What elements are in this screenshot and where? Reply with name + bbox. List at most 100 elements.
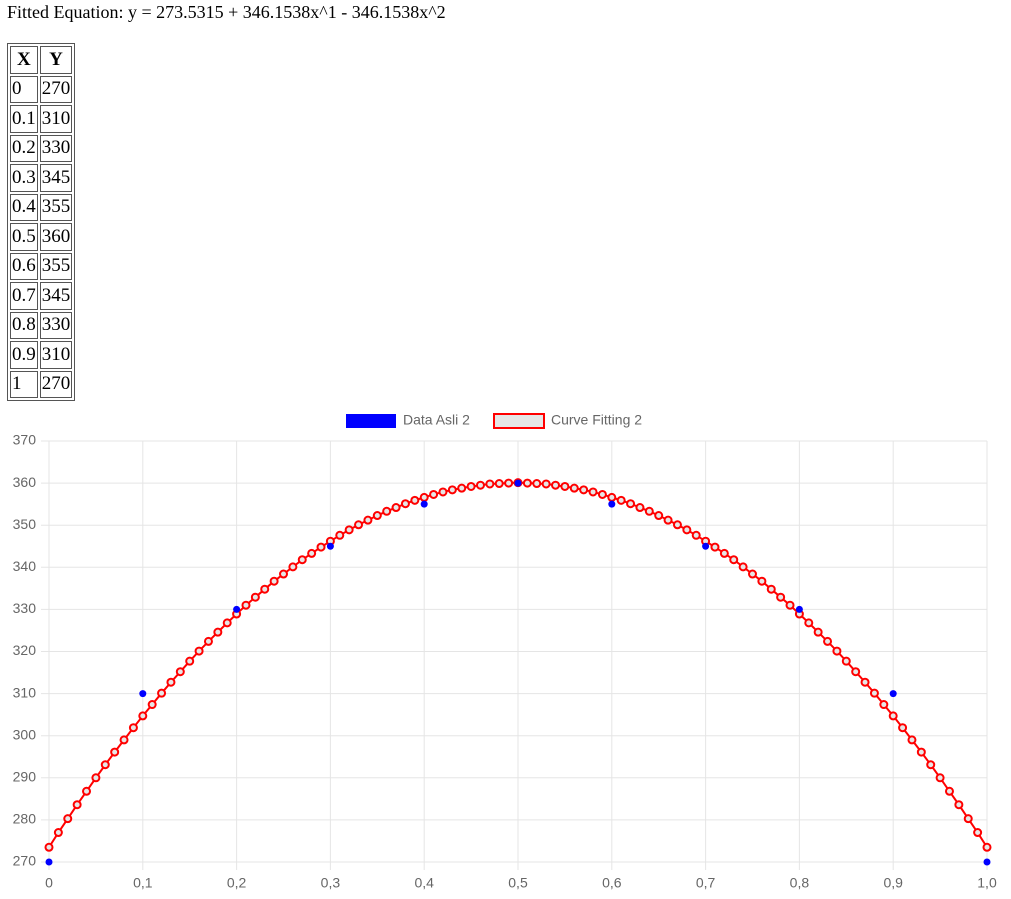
y-tick-label: 270 bbox=[13, 853, 37, 869]
table-cell: 345 bbox=[39, 282, 73, 310]
curve-point bbox=[335, 530, 345, 540]
curve-point bbox=[157, 688, 167, 698]
table-header: Y bbox=[39, 46, 73, 74]
curve-point bbox=[194, 646, 204, 656]
curve-point bbox=[832, 646, 842, 656]
curve-point bbox=[63, 814, 73, 824]
curve-point bbox=[898, 723, 908, 733]
curve-point bbox=[907, 735, 917, 745]
curve-point bbox=[354, 520, 364, 530]
table-cell: 0.4 bbox=[10, 193, 38, 221]
curve-point bbox=[91, 773, 101, 783]
curve-point bbox=[888, 711, 898, 721]
curve-point bbox=[644, 506, 654, 516]
curve-point bbox=[288, 562, 298, 572]
legend-label: Curve Fitting 2 bbox=[551, 412, 642, 428]
curve-point bbox=[597, 489, 607, 499]
curve-point bbox=[316, 542, 326, 552]
table-row: 0.4 355 bbox=[10, 193, 73, 221]
y-tick-label: 360 bbox=[13, 474, 37, 490]
x-tick-label: 0,8 bbox=[790, 875, 810, 891]
table-cell: 360 bbox=[39, 223, 73, 251]
curve-point bbox=[766, 584, 776, 594]
x-tick-label: 0,9 bbox=[883, 875, 903, 891]
table-row: 0.1 310 bbox=[10, 105, 73, 133]
curve-point bbox=[635, 503, 645, 513]
legend-swatch bbox=[346, 414, 396, 428]
y-tick-label: 350 bbox=[13, 516, 37, 532]
curve-point bbox=[429, 489, 439, 499]
x-tick-label: 0,6 bbox=[602, 875, 622, 891]
curve-point bbox=[719, 548, 729, 558]
curve-point bbox=[869, 688, 879, 698]
curve-point bbox=[916, 747, 926, 757]
curve-point bbox=[944, 786, 954, 796]
curve-point bbox=[185, 656, 195, 666]
y-tick-label: 330 bbox=[13, 600, 37, 616]
data-point bbox=[45, 858, 53, 866]
table-cell: 345 bbox=[39, 164, 73, 192]
table-cell: 0.2 bbox=[10, 134, 38, 162]
equation-title: Fitted Equation: y = 273.5315 + 346.1538… bbox=[7, 2, 446, 22]
curve-point bbox=[128, 723, 138, 733]
curve-point bbox=[560, 481, 570, 491]
data-point bbox=[795, 605, 803, 613]
y-tick-label: 280 bbox=[13, 811, 37, 827]
curve-point bbox=[663, 515, 673, 525]
chart: 270 280 290 300 310 320 330 340 350 360 370 0 0,1 0,2… bbox=[13, 412, 997, 891]
table-cell: 355 bbox=[39, 252, 73, 280]
curve-point bbox=[100, 760, 110, 770]
curve-point bbox=[973, 828, 983, 838]
table-row: 0.5 360 bbox=[10, 223, 73, 251]
curve-point bbox=[72, 800, 82, 810]
y-tick-label: 300 bbox=[13, 726, 37, 742]
curve-point bbox=[494, 479, 504, 489]
curve-point bbox=[504, 478, 514, 488]
curve-point bbox=[823, 636, 833, 646]
table-cell: 0 bbox=[10, 75, 38, 103]
curve-point bbox=[213, 627, 223, 637]
curve-point bbox=[372, 511, 382, 521]
curve-point bbox=[260, 584, 270, 594]
curve-point bbox=[269, 576, 279, 586]
x-tick-label: 0,2 bbox=[227, 875, 247, 891]
table-cell: 0.8 bbox=[10, 311, 38, 339]
curve-point bbox=[475, 480, 485, 490]
curve-point bbox=[250, 592, 260, 602]
data-point bbox=[139, 690, 147, 698]
curve-point bbox=[147, 700, 157, 710]
curve-point bbox=[626, 499, 636, 509]
curve-point bbox=[813, 627, 823, 637]
curve-point bbox=[279, 569, 288, 579]
data-point bbox=[702, 542, 710, 550]
table-row: 0.3 345 bbox=[10, 164, 73, 192]
curve-point bbox=[757, 576, 767, 586]
table-row: 0 270 bbox=[10, 75, 73, 103]
data-point bbox=[608, 500, 616, 508]
data-table: X Y 0 270 0.1 310 0.2 330 0.3 345 0.4 355 0.5 360 0.… bbox=[7, 43, 76, 401]
curve-point bbox=[447, 485, 457, 495]
curve-point bbox=[457, 483, 467, 493]
table-body: 0 270 0.1 310 0.2 330 0.3 345 0.4 355 0.5 360 0.6 355… bbox=[10, 75, 73, 398]
curve-point bbox=[222, 618, 232, 628]
table-cell: 310 bbox=[39, 341, 73, 369]
curve-point bbox=[419, 492, 429, 502]
y-tick-label: 310 bbox=[13, 684, 37, 700]
x-tick-label: 1,0 bbox=[977, 875, 997, 891]
x-tick-label: 0,5 bbox=[508, 875, 528, 891]
curve-point bbox=[110, 747, 120, 757]
y-tick-label: 340 bbox=[13, 558, 37, 574]
table-cell: 0.7 bbox=[10, 282, 38, 310]
curve-point bbox=[438, 487, 448, 497]
curve-point bbox=[297, 555, 307, 565]
x-tick-label: 0 bbox=[45, 875, 53, 891]
curve-point bbox=[748, 569, 757, 579]
table-cell: 0.5 bbox=[10, 223, 38, 251]
table-row: 0.8 330 bbox=[10, 311, 73, 339]
curve-point bbox=[851, 667, 861, 677]
curve-point bbox=[982, 842, 992, 852]
curve-point bbox=[532, 479, 542, 489]
legend-swatch bbox=[493, 413, 545, 429]
x-tick-label: 0,4 bbox=[414, 875, 434, 891]
table-cell: 330 bbox=[39, 311, 73, 339]
